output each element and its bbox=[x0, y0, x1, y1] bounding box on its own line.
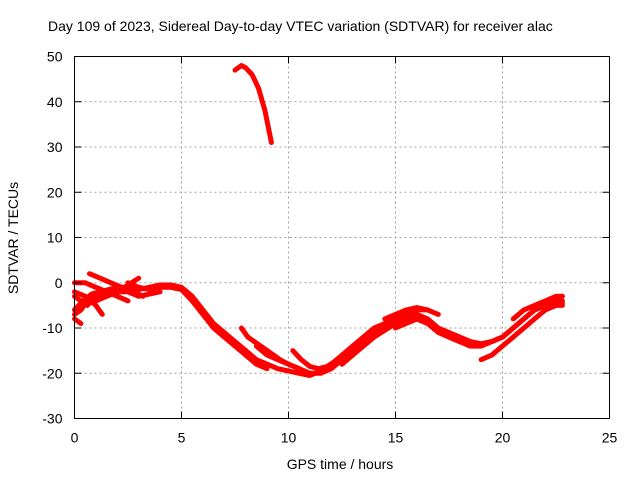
x-tick-label: 20 bbox=[495, 430, 511, 446]
series-line-arc-12 bbox=[290, 330, 373, 372]
series-line-arc-19 bbox=[232, 63, 274, 145]
series-group bbox=[72, 63, 565, 378]
y-tick-label: 40 bbox=[47, 94, 63, 110]
y-axis-label: SDTVAR / TECUs bbox=[5, 182, 21, 294]
series-line-arc-18 bbox=[510, 293, 565, 322]
chart-title: Day 109 of 2023, Sidereal Day-to-day VTE… bbox=[48, 18, 553, 34]
series-line-arc-9 bbox=[125, 280, 270, 372]
series-line-arc-14 bbox=[382, 305, 431, 322]
y-tick-label: 10 bbox=[47, 230, 63, 246]
y-tick-label: 50 bbox=[47, 49, 63, 65]
series-line-arc-5 bbox=[72, 289, 105, 317]
x-tick-label: 5 bbox=[178, 430, 186, 446]
x-tick-label: 0 bbox=[71, 430, 79, 446]
x-tick-label: 25 bbox=[602, 430, 618, 446]
series-line-arc-17 bbox=[478, 302, 565, 363]
series-line-arc-11 bbox=[253, 316, 473, 376]
series-line-arc-7 bbox=[87, 271, 146, 299]
y-tick-label: -20 bbox=[42, 365, 62, 381]
y-tick-label: 20 bbox=[47, 184, 63, 200]
y-tick-label: 0 bbox=[55, 275, 63, 291]
series-line-arc-6 bbox=[72, 280, 131, 304]
x-axis-label: GPS time / hours bbox=[287, 456, 394, 472]
series-line-arc-1 bbox=[72, 282, 565, 378]
axis-ticks: 0 5 10 15 20 25 -30 -20 -10 0 10 20 30 40 50 bbox=[42, 49, 617, 446]
x-tick-label: 15 bbox=[388, 430, 404, 446]
y-tick-label: 30 bbox=[47, 139, 63, 155]
series-line-arc-16 bbox=[446, 300, 565, 349]
series-line-arc-4 bbox=[72, 316, 84, 326]
y-tick-label: -30 bbox=[42, 411, 62, 427]
series-line-arc-15 bbox=[393, 316, 495, 347]
y-tick-label: -10 bbox=[42, 320, 62, 336]
x-tick-label: 10 bbox=[281, 430, 297, 446]
